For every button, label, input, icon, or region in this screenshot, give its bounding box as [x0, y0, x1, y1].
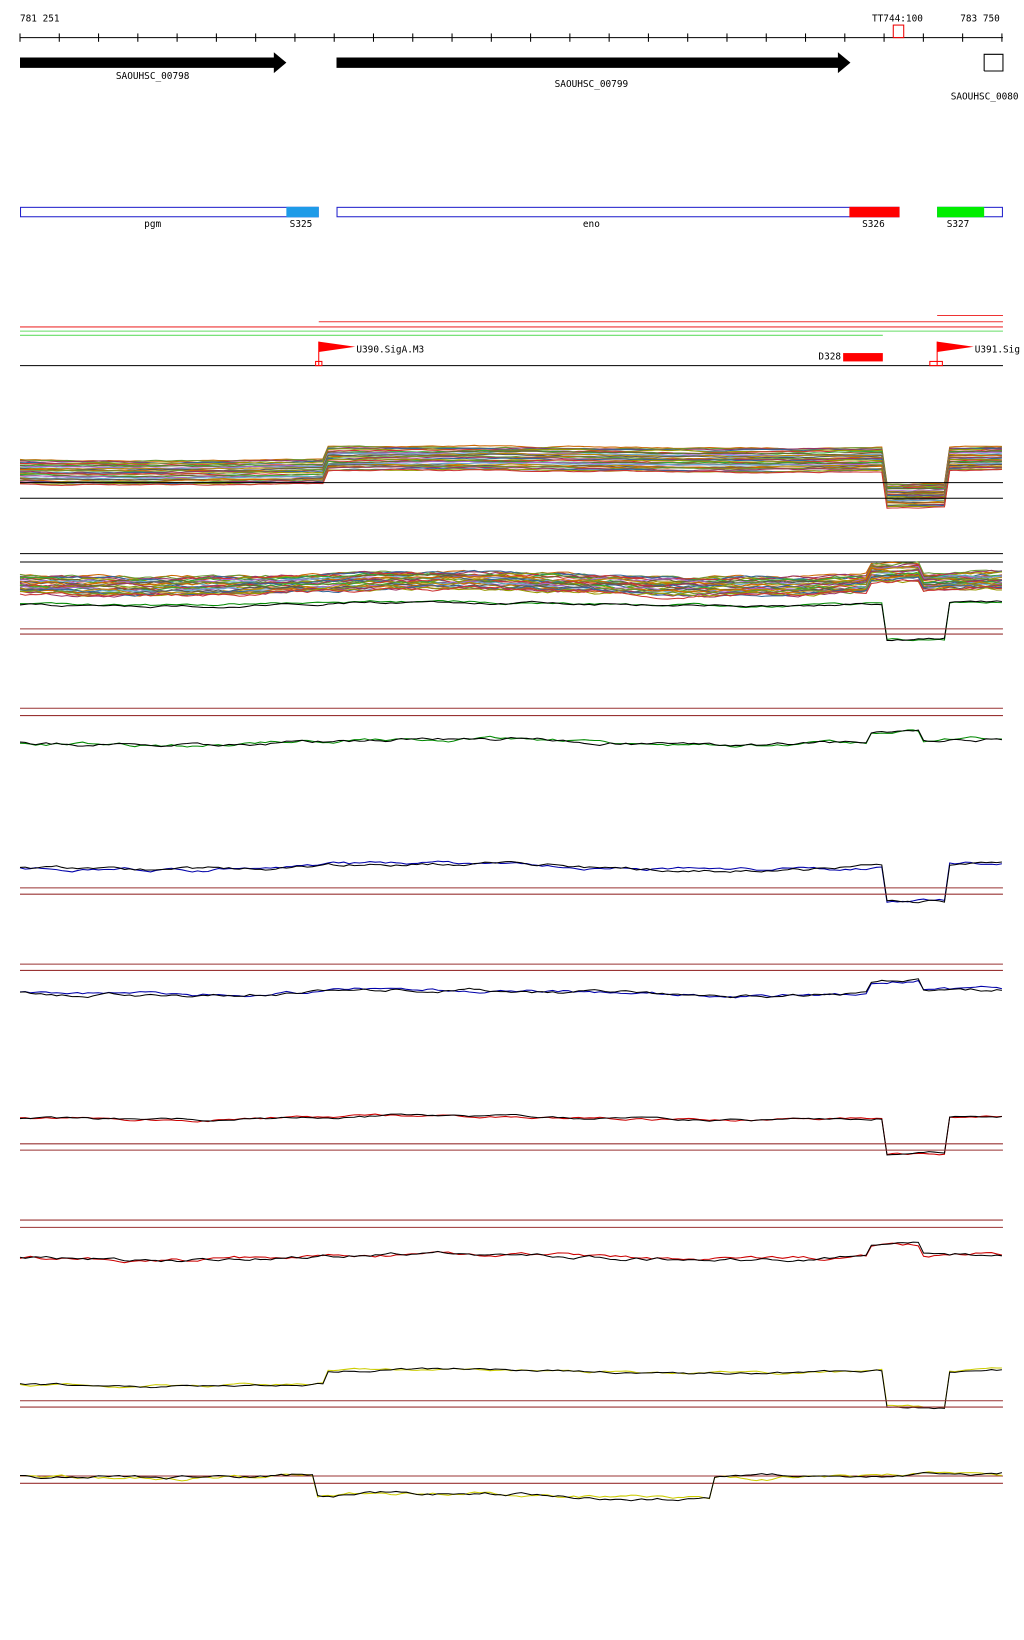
- trace: [19, 448, 1002, 488]
- trace: [19, 565, 1003, 584]
- trace: [19, 463, 1002, 503]
- ruler: 781 251 783 750 TT744:100: [19, 13, 1003, 42]
- gene-label: SAOUHSC_00799: [555, 79, 629, 90]
- gene-flag: [983, 53, 1004, 72]
- trace: [19, 468, 1002, 509]
- trace: [19, 579, 1002, 600]
- trace: [19, 445, 1002, 486]
- segment-label: S327: [947, 219, 970, 230]
- segment-fill: [286, 206, 319, 218]
- marker-label: TT744:100: [872, 13, 923, 24]
- segment-label: pgm: [144, 219, 161, 230]
- feature-label: U391.Sig: [975, 344, 1020, 355]
- gene-label: SAOUHSC_0080: [951, 92, 1019, 103]
- trace: [19, 1471, 1002, 1500]
- trace: [19, 860, 1002, 904]
- trace: [19, 460, 1002, 502]
- trace: [19, 1113, 1002, 1156]
- trace: [19, 1113, 1003, 1156]
- trace: [19, 453, 1002, 494]
- segment-label: S326: [862, 219, 885, 230]
- trace: [19, 600, 1002, 642]
- trace: [19, 978, 1002, 999]
- segment: [336, 206, 900, 218]
- trace: [19, 1367, 1002, 1410]
- feature-flag-base: [929, 360, 943, 367]
- trace: [19, 468, 1002, 508]
- feature-flag-base: [315, 360, 323, 367]
- trace: [19, 729, 1002, 748]
- trace: [19, 572, 1002, 592]
- trace: [19, 600, 1002, 642]
- feature-flag: [937, 341, 974, 353]
- trace: [19, 567, 1002, 588]
- gene-arrow: [20, 52, 287, 74]
- segment-fill: [849, 206, 900, 218]
- expression-traces: [19, 444, 1003, 1502]
- segment: [19, 206, 319, 218]
- feature-lines: [19, 314, 1003, 367]
- trace: [19, 460, 1002, 501]
- trace: [19, 729, 1003, 748]
- trace: [19, 1242, 1003, 1264]
- feature-box: [843, 353, 883, 362]
- feature-label: U390.SigA.M3: [356, 344, 424, 355]
- feature-flag: [318, 341, 356, 353]
- trace: [19, 1472, 1003, 1502]
- segment-label: eno: [583, 219, 600, 230]
- feature-label: D328: [818, 352, 841, 363]
- trace: [19, 1241, 1002, 1263]
- segment-fill: [937, 206, 985, 218]
- marker-box: [892, 24, 905, 39]
- trace: [19, 450, 1002, 491]
- segment-label: S325: [290, 219, 313, 230]
- gene-arrow: [336, 52, 851, 74]
- ruler-start: 781 251: [20, 13, 60, 24]
- gene-label: SAOUHSC_00798: [116, 71, 190, 82]
- trace: [19, 1367, 1002, 1409]
- trace: [19, 979, 1003, 999]
- ruler-end: 783 750: [960, 13, 1000, 24]
- trace: [19, 860, 1003, 903]
